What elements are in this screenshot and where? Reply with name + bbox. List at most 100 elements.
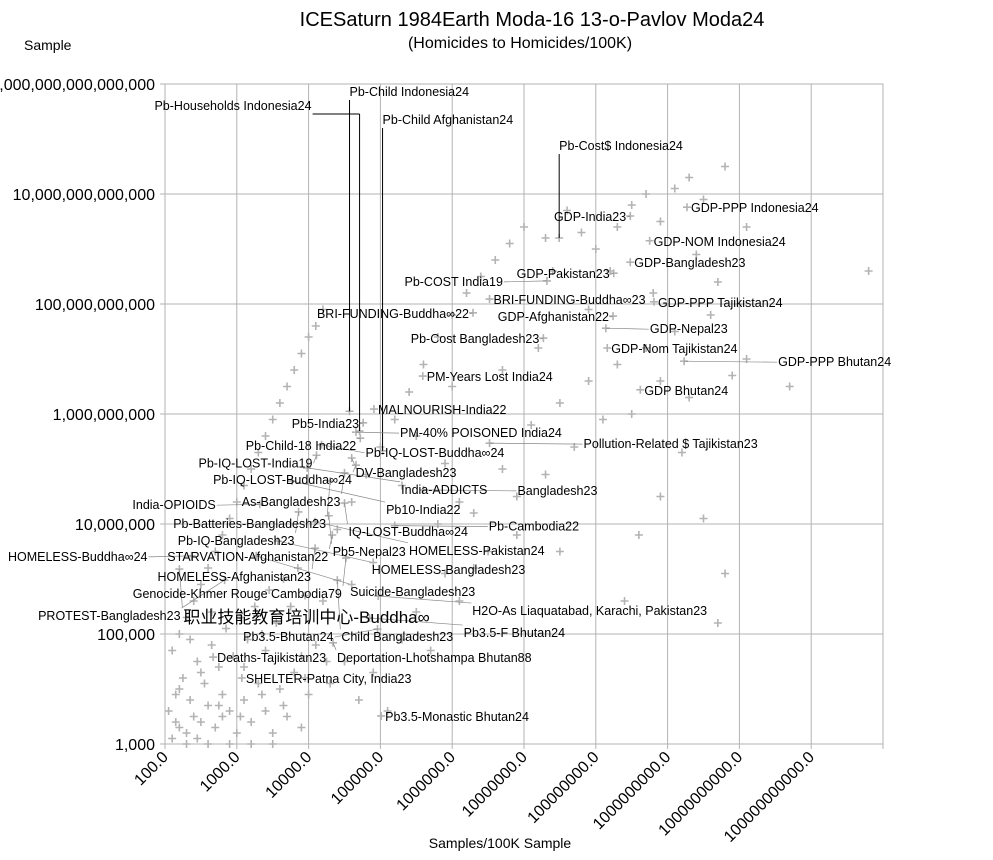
data-point [369,668,378,677]
callout-label: Pb-Child Afghanistan24 [383,113,514,127]
data-label: Pb5-India23 [292,417,359,431]
data-point [214,663,223,671]
data-point [225,707,234,715]
label-leader-line [336,580,341,630]
label-leader-line [295,511,299,533]
data-point [207,608,216,616]
data-point [362,470,371,479]
data-point [268,740,277,748]
data-point [232,729,241,737]
data-point [441,459,450,468]
data-point [613,223,622,231]
data-label: Pb10-India22 [386,503,460,517]
data-point [254,448,263,457]
data-label: H2O-As Liaquatabad, Karachi, Pakistan23 [472,604,707,618]
data-point [279,575,288,583]
label-leader-line [314,521,409,544]
labeled-data-point [485,295,494,304]
data-point [520,223,528,231]
data-point [785,382,794,391]
data-point [383,707,392,715]
label-leader-line [469,312,474,315]
data-point [441,569,450,578]
label-leader-line [307,467,401,483]
label-leader-line [627,215,631,218]
data-label: HOMELESS-Bangladesh23 [372,563,526,577]
data-point [340,657,349,666]
labeled-data-point [645,236,654,245]
label-leader-line [148,555,192,558]
data-label: Deportation-Lhotshampa Bhutan88 [337,651,532,665]
y-tick-label: 10,000,000 [75,517,155,534]
labeled-data-point [377,711,386,720]
data-point [204,701,213,710]
data-point [279,701,288,710]
x-tick-label: 100000.0 [328,749,387,808]
data-point [182,729,191,737]
data-point [433,333,442,341]
label-leader-line [328,534,333,550]
data-point [225,740,234,748]
data-point [297,349,306,358]
data-label: BRI-FUNDING-Buddha∞23 [494,293,646,307]
data-label: PM-40% POISONED India24 [400,426,562,440]
label-leader-line [342,558,347,587]
data-point [311,322,320,330]
data-label: Pb-IQ-LOST-Buddha∞24 [366,446,505,460]
labeled-data-point [369,405,378,414]
data-label: India-ADDICTS [401,483,487,497]
data-label: Child Bangladesh23 [341,630,453,644]
data-point [268,729,277,737]
data-point [620,597,629,605]
data-point [498,465,507,473]
data-point [713,278,722,286]
data-point [297,652,306,660]
data-point [196,668,205,677]
data-point [268,415,277,424]
x-tick-label: 10000000.0 [459,749,531,821]
data-label: GDP-PPP Bhutan24 [778,355,891,369]
data-label: IQ-LOST-Buddha∞24 [349,525,468,539]
data-point [534,344,543,352]
data-point [627,201,636,209]
label-leader-line [684,360,778,363]
data-point [541,234,550,242]
data-point [627,410,636,418]
data-point [283,382,292,391]
data-point [225,514,234,523]
data-point [613,360,622,369]
callout-label: Pb-Households Indonesia24 [154,99,311,113]
data-label: MALNOURISH-India22 [378,403,507,417]
label-leader-line [605,327,649,330]
labeled-data-point [636,385,645,394]
data-point [354,696,363,704]
y-tick-label: 100,000 [97,627,155,644]
data-point [275,399,284,407]
data-label: GDP-Nom Tajikistan24 [611,342,737,356]
data-point [311,641,320,649]
labeled-data-point [237,674,246,682]
data-point [326,679,335,688]
data-point [455,597,464,605]
data-label: Pb-Child-18 India22 [246,439,357,453]
data-point [598,415,607,424]
data-point [527,421,536,429]
data-point [670,184,679,193]
data-point [286,602,295,611]
label-leader-line [378,595,472,604]
data-point [728,371,737,380]
data-label: Suicide-Bangladesh23 [350,585,475,599]
label-leader-line [326,481,331,517]
data-label: GDP-Afghanistan22 [498,310,609,324]
data-label: PM-Years Lost India24 [427,370,553,384]
data-point [484,547,493,556]
data-point [692,250,701,259]
data-point [584,305,593,314]
data-point [448,382,457,391]
label-leader-line [216,503,260,506]
label-leader-line [321,444,365,454]
labeled-data-point [418,372,427,381]
data-label: Pb-IQ-LOST-Buddha∞24 [213,473,352,487]
data-label: As-Bangladesh23 [242,495,341,509]
data-point [512,531,521,539]
